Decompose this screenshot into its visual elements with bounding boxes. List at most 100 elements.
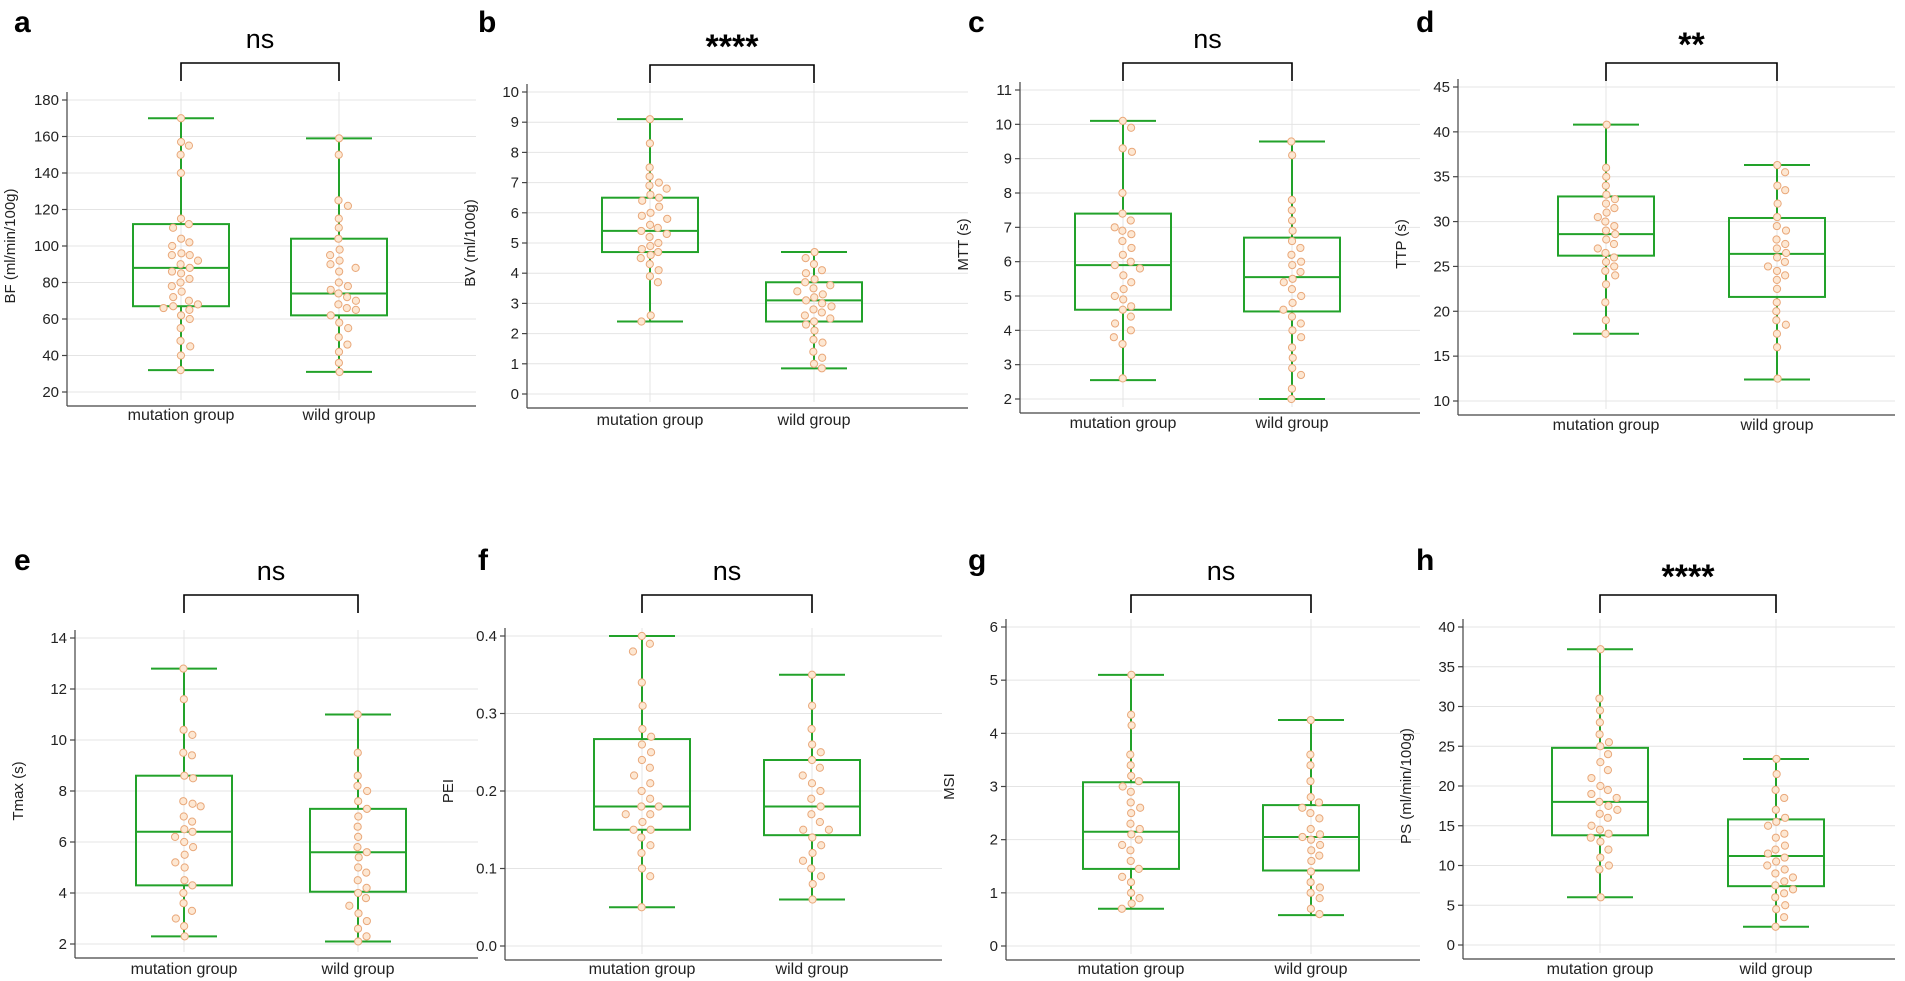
y-tick-label: 30 [1433, 214, 1450, 231]
data-point [807, 670, 817, 679]
y-tick-label: 40 [42, 348, 59, 365]
data-point [1781, 320, 1790, 329]
data-point [167, 282, 176, 291]
data-point [654, 178, 663, 187]
data-point [1315, 830, 1325, 839]
data-point [810, 247, 819, 257]
data-point [810, 275, 819, 284]
data-point [177, 234, 186, 243]
y-tick-label: 20 [1438, 778, 1455, 795]
data-point [180, 922, 189, 931]
data-point [1771, 785, 1780, 795]
data-point [1604, 829, 1613, 838]
data-point [793, 287, 802, 296]
y-tick-label: 4 [1004, 322, 1012, 339]
data-point [1287, 312, 1297, 321]
data-point [1595, 797, 1604, 807]
data-point [1773, 374, 1782, 383]
data-point [1595, 865, 1604, 874]
data-point [1601, 163, 1611, 172]
data-point [176, 311, 186, 320]
box-wild [290, 134, 388, 377]
data-point [808, 879, 817, 889]
data-point [353, 924, 363, 933]
y-tick-label: 0 [990, 938, 998, 955]
data-point [1118, 840, 1127, 850]
panel-f: f 0.0 0.1 0.2 0.3 0.4 PEI mutation group wild gr… [440, 544, 942, 978]
significance-bracket [1599, 594, 1777, 613]
data-point [799, 825, 808, 834]
data-point [1586, 833, 1595, 842]
data-point [335, 267, 344, 276]
iqr-box [593, 738, 691, 831]
data-point [1126, 846, 1135, 855]
data-point [1603, 813, 1612, 822]
data-point [354, 888, 363, 898]
y-tick-label: 4 [990, 725, 998, 742]
data-point [1773, 253, 1782, 262]
data-point [646, 810, 655, 819]
data-point [185, 314, 194, 324]
data-point [808, 895, 817, 904]
data-point [637, 848, 646, 858]
data-point [1306, 715, 1315, 725]
category-label: mutation group [1070, 415, 1177, 432]
data-point [637, 678, 646, 687]
data-point [353, 710, 362, 719]
data-point [180, 932, 189, 941]
data-point [342, 293, 352, 302]
data-point [1287, 195, 1297, 204]
box-wild [1727, 754, 1825, 931]
y-tick-label: 0.2 [476, 783, 497, 800]
data-point [808, 701, 817, 710]
y-tick-label: 3 [511, 295, 519, 312]
data-point [1118, 374, 1127, 383]
data-point [180, 876, 189, 885]
iqr-box [1082, 781, 1180, 870]
data-point [1118, 339, 1127, 349]
data-point [809, 335, 818, 344]
data-point [167, 267, 177, 276]
data-point [1306, 761, 1315, 770]
data-point [1118, 144, 1127, 153]
data-point [1126, 856, 1135, 866]
panel-h: h 0 5 10 15 20 25 30 35 40 PS (ml/min/100g) mutatio… [1398, 544, 1895, 978]
data-point [808, 740, 817, 749]
significance-label: ns [1193, 24, 1222, 54]
y-tick-label: 15 [1433, 348, 1450, 365]
data-point [808, 833, 817, 842]
data-point [628, 647, 638, 656]
data-point [179, 664, 188, 673]
data-point [169, 293, 178, 302]
panel-letter: a [14, 6, 31, 39]
data-point [827, 302, 836, 311]
data-point [629, 771, 639, 780]
data-point [1772, 307, 1781, 316]
y-tick-label: 2 [1004, 391, 1012, 408]
data-point [1306, 777, 1315, 786]
box-wild [1728, 160, 1826, 383]
y-axis-title: Tmax (s) [10, 761, 27, 820]
data-point [1601, 266, 1610, 276]
data-point [637, 755, 647, 765]
y-tick-label: 15 [1438, 818, 1455, 835]
data-point [1110, 319, 1120, 328]
data-point [1306, 793, 1315, 802]
data-point [1596, 893, 1605, 902]
data-point [1127, 899, 1136, 908]
data-point [343, 282, 352, 291]
data-point [179, 748, 188, 757]
data-point [179, 812, 188, 821]
data-point [646, 779, 655, 788]
y-tick-label: 100 [34, 238, 59, 255]
data-point [1118, 250, 1127, 259]
data-point [1127, 243, 1136, 253]
data-point [1603, 750, 1613, 759]
data-point [1288, 326, 1297, 335]
data-point [169, 302, 178, 311]
data-point [1135, 264, 1145, 273]
data-point [810, 293, 819, 302]
significance-bracket [183, 594, 359, 613]
data-point [1763, 861, 1772, 870]
y-axis-title: PEI [440, 779, 457, 803]
